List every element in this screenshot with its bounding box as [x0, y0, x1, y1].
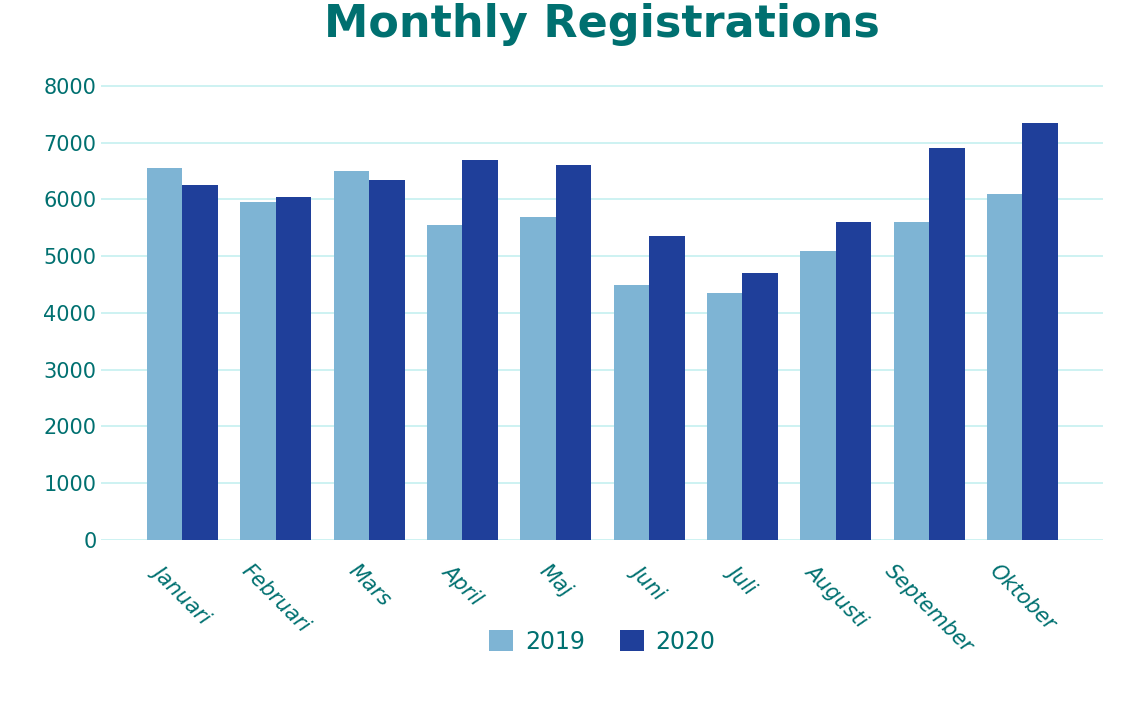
Bar [520, 217, 556, 540]
Bar [988, 194, 1022, 540]
Bar [463, 160, 498, 540]
Bar [801, 251, 835, 540]
Title: Monthly Registrations: Monthly Registrations [324, 3, 881, 46]
Bar [707, 293, 742, 540]
Bar [182, 185, 217, 540]
Bar [556, 166, 591, 540]
Bar [240, 202, 276, 540]
Bar [742, 274, 778, 540]
Bar [894, 222, 929, 540]
Bar [614, 284, 649, 540]
Bar [146, 168, 182, 540]
Legend: 2019, 2020: 2019, 2020 [480, 621, 725, 663]
Bar [427, 225, 463, 540]
Bar [929, 148, 965, 540]
Bar [369, 179, 404, 540]
Bar [333, 171, 369, 540]
Bar [276, 197, 311, 540]
Bar [649, 236, 685, 540]
Bar [835, 222, 872, 540]
Bar [1022, 123, 1058, 540]
